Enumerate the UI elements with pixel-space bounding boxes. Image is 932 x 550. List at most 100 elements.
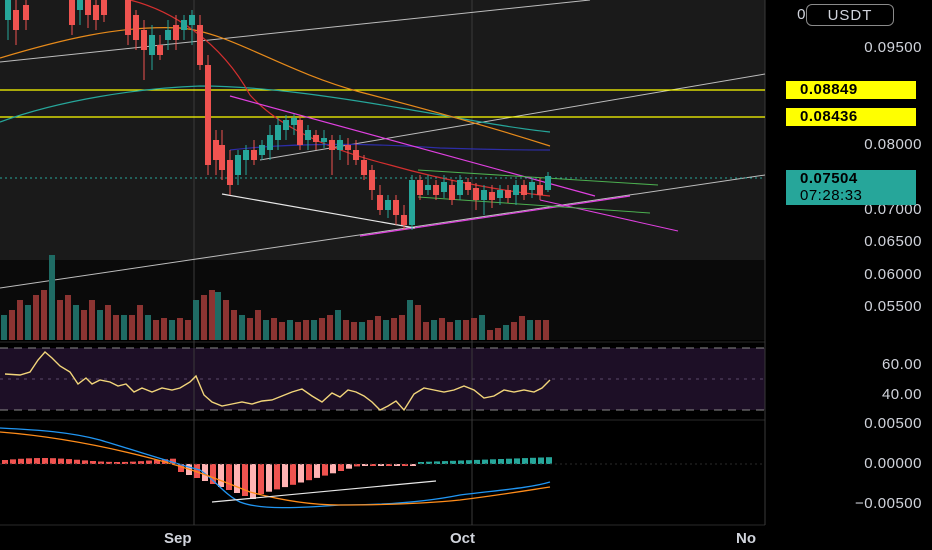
macd-histogram-bar (18, 458, 24, 464)
candle-body (133, 15, 139, 40)
time-axis-label-oct: Oct (450, 530, 476, 547)
candle-body (259, 145, 265, 155)
candle-body (189, 15, 195, 25)
macd-histogram-bar (346, 464, 352, 469)
macd-histogram-bar (266, 464, 272, 492)
volume-bar (215, 292, 221, 340)
price-tag-level-high[interactable]: 0.08849 (786, 81, 916, 99)
divergence-line-macd[interactable] (211, 480, 437, 503)
rsi-axis-label: 40.00 (881, 386, 922, 403)
volume-bar (415, 305, 421, 340)
macd-histogram-bar (258, 464, 264, 494)
macd-histogram-bar (114, 461, 120, 464)
macd-histogram-bar (98, 461, 104, 464)
price-axis-label: 0.06000 (864, 266, 922, 283)
candle-body (441, 182, 447, 192)
macd-histogram-bar (330, 464, 336, 474)
volume-bar (479, 315, 485, 340)
macd-histogram-bar (74, 459, 80, 464)
candle-body (275, 125, 281, 140)
volume-bar (97, 310, 103, 340)
macd-line (0, 427, 551, 509)
price-tag-current[interactable]: 0.07504 (786, 170, 916, 188)
volume-bar (295, 322, 301, 340)
volume-bar (129, 315, 135, 340)
candle-body (5, 0, 11, 20)
candle-body (181, 20, 187, 30)
macd-histogram-bar (474, 459, 480, 464)
macd-histogram-bar (178, 464, 184, 472)
candle-body (77, 0, 83, 10)
volume-bar (487, 330, 493, 340)
candle-body (205, 65, 211, 165)
volume-bar (231, 310, 237, 340)
macd-histogram-bar (154, 459, 160, 464)
currency-selector-button[interactable]: USDT (806, 4, 894, 26)
macd-histogram-bar (338, 464, 344, 471)
rsi-line (4, 351, 551, 412)
trend-line-descending[interactable] (229, 95, 596, 197)
macd-histogram-bar (130, 461, 136, 464)
volume-bar (527, 320, 533, 340)
candle-body (529, 182, 535, 190)
volume-bar (463, 320, 469, 340)
candle-body (473, 188, 479, 200)
candle-body (291, 118, 297, 125)
volume-bar (391, 318, 397, 340)
macd-histogram-bar (530, 457, 536, 464)
ma-orange (0, 27, 551, 147)
macd-histogram-bar (402, 464, 408, 466)
range-line-bottom[interactable] (417, 196, 651, 214)
divergence-line-price[interactable] (221, 193, 416, 229)
trend-line-extension[interactable] (539, 199, 679, 232)
candlestick-series[interactable] (5, 0, 551, 230)
price-tag-value: 0.08849 (800, 81, 858, 98)
channel-top-line[interactable] (0, 0, 591, 63)
macd-histogram-bar (506, 458, 512, 464)
candle-body (377, 195, 383, 210)
macd-histogram-bar (498, 459, 504, 464)
candle-body (449, 185, 455, 200)
macd-histogram-bar (306, 464, 312, 481)
price-tag-level-low[interactable]: 0.08436 (786, 108, 916, 126)
channel-bottom-line[interactable] (0, 174, 766, 289)
macd-histogram-bar (66, 459, 72, 464)
volume-bar (367, 320, 373, 340)
candle-body (465, 182, 471, 190)
volume-bar (375, 316, 381, 340)
price-tag-value: 0.07504 (800, 170, 858, 187)
macd-histogram-bar (362, 464, 368, 466)
candle-body (537, 185, 543, 195)
macd-histogram-bar (42, 458, 48, 464)
macd-histogram-bar (58, 458, 64, 464)
candle-body (157, 45, 163, 55)
macd-histogram-bar (234, 464, 240, 493)
macd-histogram-bar (50, 458, 56, 464)
macd-histogram-bar (354, 464, 360, 467)
volume-bar (303, 320, 309, 340)
price-pane-shaded-zone (0, 0, 765, 260)
macd-histogram-bar (298, 464, 304, 483)
volume-bar (153, 320, 159, 340)
volume-bar (209, 290, 215, 340)
range-line-top[interactable] (417, 169, 659, 186)
volume-bar (25, 305, 31, 340)
volume-bar (351, 322, 357, 340)
rsi-band (0, 348, 765, 410)
macd-histogram-bar (194, 464, 200, 478)
trend-line-ascending[interactable] (359, 195, 631, 237)
macd-histogram-bar (490, 459, 496, 464)
macd-histogram-bar (482, 459, 488, 464)
price-axis-label: 0.07000 (864, 201, 922, 218)
volume-bar (455, 320, 461, 340)
macd-histogram-bar (450, 460, 456, 464)
volume-bar (145, 315, 151, 340)
candle-body (417, 180, 423, 195)
macd-histogram-bar (314, 464, 320, 478)
volume-bar (311, 320, 317, 340)
candle-body (165, 30, 171, 40)
macd-histogram-bar (290, 464, 296, 485)
candle-body (243, 150, 249, 160)
macd-histogram-bar (418, 462, 424, 464)
